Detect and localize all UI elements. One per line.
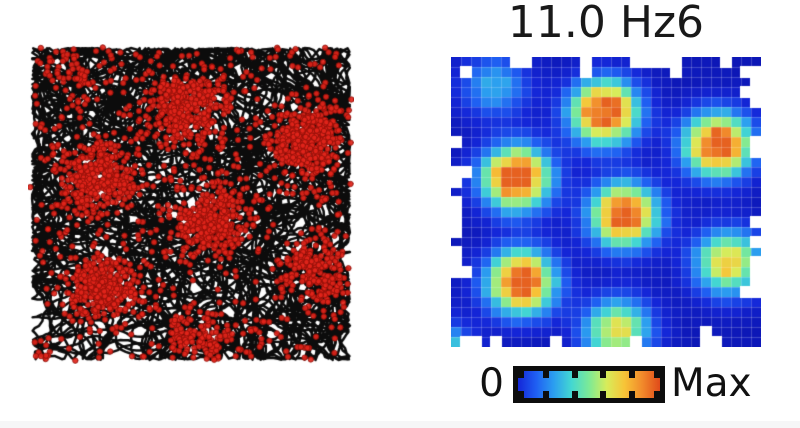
colorbar-tick xyxy=(628,371,635,378)
colorbar-tick xyxy=(543,371,550,378)
colorbar-tick xyxy=(571,371,578,378)
colorbar-min-label: 0 xyxy=(479,361,504,406)
colorbar-tick xyxy=(517,371,524,378)
colorbar-tick xyxy=(517,391,524,398)
colorbar-tick xyxy=(600,391,607,398)
rate-map-heatmap xyxy=(451,57,761,347)
colorbar-tick xyxy=(654,391,661,398)
colorbar-max-label: Max xyxy=(671,361,752,406)
trajectory-spike-plot xyxy=(28,44,354,364)
colorbar-tick xyxy=(600,371,607,378)
bottom-strip xyxy=(0,421,800,428)
colorbar-tick xyxy=(628,391,635,398)
colorbar-gradient xyxy=(518,371,660,398)
colorbar xyxy=(513,366,665,403)
rate-map-title: 11.0 Hz6 xyxy=(507,0,705,48)
colorbar-tick xyxy=(571,391,578,398)
colorbar-tick xyxy=(543,391,550,398)
colorbar-tick xyxy=(654,371,661,378)
